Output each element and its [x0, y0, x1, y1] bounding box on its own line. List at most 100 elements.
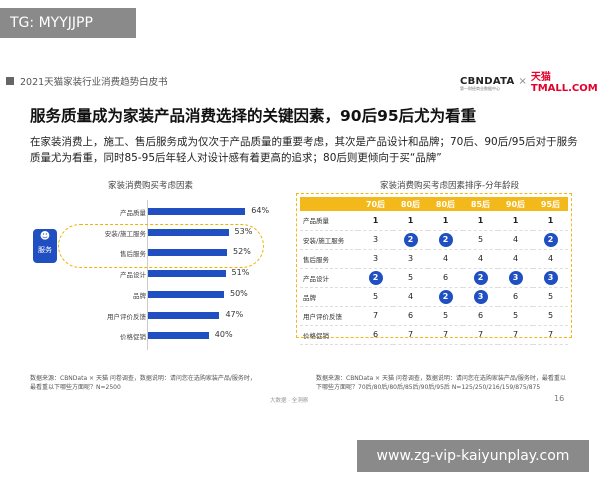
bar-row: 产品设计 51% — [40, 268, 280, 280]
bar — [148, 332, 209, 340]
source-note-left: 数据来源：CBNData × 天猫 问卷调查，数据说明：请问您在选购家装产品/服… — [30, 375, 256, 391]
rank-cell: 1 — [498, 211, 533, 231]
bar — [148, 249, 228, 257]
rank-cell: 6 — [393, 306, 428, 326]
rank-cell: 3 — [358, 249, 393, 269]
logo-separator: × — [518, 75, 527, 87]
page-subtitle: 在家装消费上，施工、售后服务成为仅次于产品质量的重要考虑，其次是产品设计和品牌；… — [30, 136, 578, 164]
source-note-right: 数据来源：CBNData × 天猫 问卷调查，数据说明：请问您在选购家装产品/服… — [316, 375, 566, 391]
bar-category-label: 产品设计 — [120, 271, 146, 280]
rank-highlight-circle: 3 — [473, 289, 488, 304]
bar-category-label: 用户评价反馈 — [107, 312, 146, 321]
rank-cell: 3 — [358, 230, 393, 250]
rank-cell: 5 — [533, 306, 568, 326]
rank-cell: 2 — [463, 268, 498, 288]
table-row: 安装/施工服务 3 2 2 5 4 2 — [300, 230, 568, 250]
bar-category-label: 产品质量 — [120, 209, 146, 217]
table-row: 产品质量 1 1 1 1 1 1 — [300, 211, 568, 231]
rank-cell: 5 — [498, 306, 533, 326]
rank-highlight-circle: 2 — [368, 270, 383, 285]
rank-cell: 3 — [498, 268, 533, 288]
service-badge-label: 服务 — [38, 246, 52, 254]
rank-row-label: 产品设计 — [300, 268, 358, 288]
rank-cell: 7 — [498, 325, 533, 345]
rank-cell: 2 — [533, 230, 568, 250]
bar-chart-title: 家装消费购买考虑因素 — [108, 181, 194, 191]
rank-cell: 4 — [463, 249, 498, 269]
bar-value-label: 47% — [225, 309, 244, 319]
report-title: 2021天猫家装行业消费趋势白皮书 — [20, 77, 168, 88]
table-row: 产品设计 2 5 6 2 3 3 — [300, 268, 568, 288]
rank-cell: 2 — [393, 230, 428, 250]
page-number: 16 — [554, 394, 565, 403]
rank-header-blank — [300, 197, 358, 211]
bar-row: 品牌 50% — [40, 289, 280, 301]
rank-row-label: 品牌 — [300, 287, 358, 307]
bar-row: 售后服务 52% — [40, 247, 280, 259]
bar — [148, 290, 224, 298]
rank-row-label: 安装/施工服务 — [300, 230, 358, 250]
rank-header-cell: 90后 — [498, 197, 533, 211]
header-marker — [6, 77, 14, 85]
rank-cell: 6 — [428, 268, 463, 288]
rank-cell: 1 — [358, 211, 393, 231]
cbndata-logo: CBNDATA — [460, 75, 515, 87]
bar-value-label: 64% — [251, 206, 270, 215]
rank-cell: 6 — [358, 325, 393, 345]
rank-highlight-circle: 2 — [473, 270, 488, 285]
rank-header-cell: 85后 — [463, 197, 498, 211]
bar-row: 产品质量 64% — [40, 206, 280, 218]
rank-cell: 3 — [393, 249, 428, 269]
rank-cell: 5 — [428, 306, 463, 326]
bar-value-label: 40% — [214, 330, 233, 340]
bar-value-label: 53% — [234, 226, 253, 236]
rank-table-header-row: 70后 80后 80后 85后 90后 95后 — [300, 197, 568, 211]
bar-category-label: 价格促销 — [120, 333, 146, 342]
rank-row-label: 用户评价反馈 — [300, 306, 358, 326]
bar-row: 安装/施工服务 53% — [40, 227, 280, 239]
rank-highlight-circle: 2 — [403, 232, 418, 247]
bar — [148, 311, 220, 319]
rank-cell: 7 — [463, 325, 498, 345]
bar-category-label: 安装/施工服务 — [104, 229, 146, 238]
rank-cell: 6 — [498, 287, 533, 307]
bar — [148, 228, 229, 236]
table-row: 用户评价反馈 7 6 5 6 5 5 — [300, 306, 568, 326]
rank-cell: 5 — [463, 230, 498, 250]
rank-highlight-circle: 3 — [543, 270, 558, 285]
rank-cell: 6 — [463, 306, 498, 326]
rank-cell: 7 — [533, 325, 568, 345]
rank-cell: 5 — [393, 268, 428, 288]
bar — [148, 270, 226, 278]
bar-category-label: 品牌 — [133, 291, 146, 300]
rank-row-label: 产品质量 — [300, 211, 358, 231]
watermark-bottom-right: www.zg-vip-kaiyunplay.com — [357, 440, 589, 472]
rank-highlight-circle: 2 — [543, 232, 558, 247]
bar-value-label: 50% — [230, 288, 248, 298]
rank-cell: 4 — [498, 230, 533, 250]
bar-value-label: 51% — [231, 268, 250, 278]
rank-cell: 3 — [533, 268, 568, 288]
table-row: 品牌 5 4 2 3 6 5 — [300, 287, 568, 307]
service-highlight-outline — [58, 224, 264, 268]
person-icon: ☻ — [39, 231, 51, 242]
rank-table-title: 家装消费购买考虑因素排序-分年龄段 — [380, 181, 520, 191]
rank-header-cell: 70后 — [358, 197, 393, 211]
rank-table-body: 产品质量 1 1 1 1 1 1 安装/施工服务 3 2 2 5 4 2 售后服务 3 3 4 4 4 4 产品设计 2 5 6… — [300, 211, 568, 345]
rank-header-cell: 80后 — [428, 197, 463, 211]
bar-row: 用户评价反馈 47% — [40, 310, 280, 322]
rank-cell: 4 — [533, 249, 568, 269]
brand-logo: CBNDATA 第一财经商业数据中心 × 天猫 TMALL.COM — [460, 72, 600, 94]
rank-cell: 7 — [358, 306, 393, 326]
rank-cell: 2 — [428, 230, 463, 250]
table-row: 价格促销 6 7 7 7 7 7 — [300, 325, 568, 345]
bar-row: 价格促销 40% — [40, 330, 280, 342]
cbndata-logo-subtitle: 第一财经商业数据中心 — [460, 86, 500, 91]
rank-cell: 1 — [428, 211, 463, 231]
rank-header-cell: 95后 — [533, 197, 568, 211]
service-badge: ☻ 服务 — [33, 229, 57, 263]
tmall-logo: 天猫 TMALL.COM — [530, 72, 598, 94]
rank-cell: 7 — [428, 325, 463, 345]
rank-cell: 1 — [463, 211, 498, 231]
rank-cell: 3 — [463, 287, 498, 307]
